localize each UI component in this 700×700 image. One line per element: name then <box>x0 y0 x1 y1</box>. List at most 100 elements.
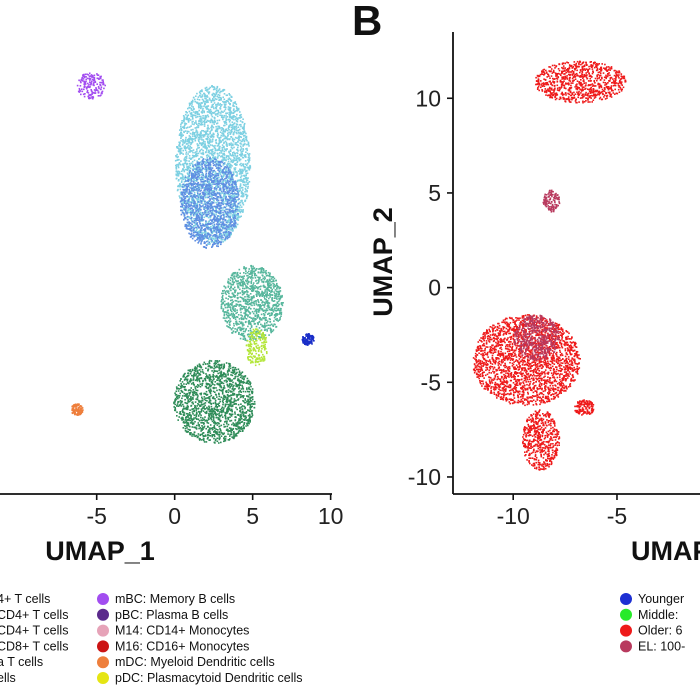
panel-a-point <box>191 103 193 105</box>
panel-a-point <box>242 322 244 324</box>
panel-a-point <box>266 292 268 294</box>
panel-a-point <box>208 163 210 165</box>
panel-a-point <box>181 197 183 199</box>
panel-a-point <box>181 173 184 176</box>
panel-a-point <box>225 203 227 205</box>
panel-a-point <box>184 141 187 143</box>
panel-a-point <box>198 164 200 167</box>
panel-a-point <box>191 163 194 166</box>
panel-a-point <box>212 191 214 194</box>
panel-a-point <box>218 222 220 225</box>
panel-a-point <box>197 147 199 149</box>
panel-a-point <box>189 150 191 152</box>
panel-a-point <box>228 180 231 183</box>
panel-a-point <box>247 330 250 332</box>
panel-a-point <box>230 312 233 315</box>
panel-a-point <box>178 148 180 151</box>
panel-a-point <box>225 167 228 169</box>
panel-a-point <box>219 227 221 230</box>
panel-a-point <box>193 189 195 192</box>
panel-a-point <box>183 213 186 216</box>
panel-a-point <box>86 73 88 76</box>
panel-a-point <box>211 120 214 122</box>
panel-a-point <box>246 300 248 303</box>
panel-a-point <box>196 165 199 167</box>
panel-a-point <box>209 165 212 167</box>
panel-a-point <box>212 103 214 106</box>
panel-a-point <box>226 164 228 166</box>
panel-a-point <box>90 82 93 84</box>
panel-a-point <box>226 202 229 204</box>
panel-a-point <box>184 140 186 142</box>
panel-a-point <box>228 97 231 100</box>
panel-a-point <box>220 105 222 108</box>
panel-a-point <box>219 216 222 219</box>
panel-a-point <box>210 229 212 232</box>
panel-a-point <box>224 166 227 168</box>
panel-a-point <box>185 156 187 158</box>
panel-a-point <box>233 188 235 190</box>
panel-a-point <box>195 136 197 138</box>
panel-a-point <box>258 336 260 338</box>
panel-a-point <box>207 209 209 211</box>
panel-a-point <box>212 152 215 155</box>
panel-a-point <box>232 207 235 210</box>
panel-a-point <box>246 289 248 292</box>
panel-a-point <box>231 292 234 295</box>
panel-a-point <box>190 202 193 204</box>
panel-a-point <box>199 233 201 236</box>
panel-a-point <box>239 278 242 281</box>
panel-a-point <box>184 175 187 177</box>
panel-a-point <box>222 116 224 119</box>
panel-a-point <box>214 151 216 154</box>
panel-a-point <box>222 187 224 189</box>
panel-a-point <box>202 196 204 198</box>
panel-a-point <box>240 284 242 287</box>
panel-a-point <box>242 202 244 204</box>
panel-a-point <box>262 285 265 287</box>
panel-a-point <box>190 222 192 224</box>
panel-a-point <box>196 152 198 155</box>
panel-a-point <box>228 295 230 297</box>
panel-a-point <box>178 185 181 188</box>
panel-a-point <box>207 108 210 111</box>
panel-a-point <box>238 198 240 200</box>
panel-a-point <box>263 301 266 304</box>
panel-a-point <box>226 116 229 118</box>
panel-a-point <box>224 103 226 106</box>
panel-a-point <box>239 168 241 171</box>
panel-a-point <box>202 246 205 248</box>
panel-a-point <box>190 195 192 198</box>
panel-a-point <box>234 328 236 330</box>
panel-a-point <box>232 161 234 164</box>
panel-a-point <box>198 237 200 239</box>
panel-a-point <box>221 234 223 236</box>
panel-a-point <box>208 183 210 185</box>
panel-a-point <box>234 189 237 192</box>
panel-a-point <box>264 303 266 305</box>
panel-a-point <box>232 155 235 157</box>
panel-a-point <box>183 207 185 209</box>
panel-a-point <box>185 136 187 139</box>
panel-a-point <box>217 143 220 145</box>
panel-a-point <box>233 315 236 318</box>
panel-a-point <box>243 126 245 128</box>
panel-a-point <box>187 144 190 147</box>
panel-a-point <box>210 118 213 121</box>
panel-a-point <box>197 197 200 200</box>
panel-a-point <box>189 229 191 231</box>
panel-a-point <box>102 80 104 83</box>
panel-a-point <box>211 180 213 183</box>
panel-a-point <box>237 194 240 196</box>
panel-a-point <box>78 79 80 82</box>
panel-a-point <box>186 227 188 230</box>
panel-a-point <box>244 321 247 324</box>
panel-a-point <box>247 153 250 156</box>
panel-a-point <box>263 285 266 288</box>
panel-a-point <box>250 270 252 272</box>
panel-a-point <box>196 133 198 135</box>
panel-a-point <box>236 120 239 123</box>
panel-a-point <box>254 318 257 321</box>
panel-a-point <box>193 199 196 201</box>
panel-a-point <box>194 179 196 182</box>
